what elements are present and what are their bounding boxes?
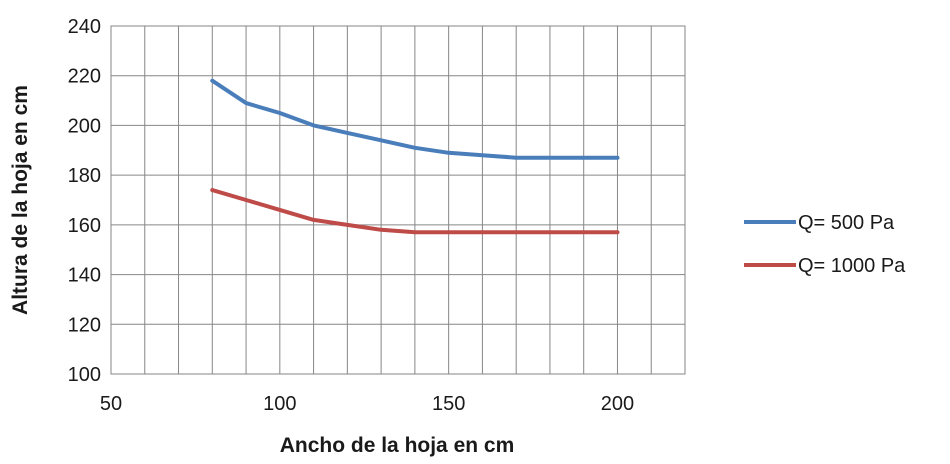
y-axis-title: Altura de la hoja en cm: [9, 85, 32, 315]
y-tick-label: 180: [68, 165, 101, 187]
legend-label-2: Q= 1000 Pa: [798, 255, 906, 277]
grid: [110, 25, 686, 375]
legend-label-1: Q= 500 Pa: [798, 212, 895, 234]
y-tick-label: 220: [68, 66, 101, 88]
series-line-2: [210, 188, 620, 235]
legend: Q= 500 Pa Q= 1000 Pa: [744, 212, 906, 277]
tick-labels: 100 120 140 160 180 200 220 240 50 100 150 200: [68, 16, 635, 415]
x-axis-title: Ancho de la hoja en cm: [280, 434, 515, 457]
y-tick-label: 100: [68, 364, 101, 386]
y-tick-label: 120: [68, 314, 101, 336]
x-tick-label: 50: [100, 393, 122, 415]
plot-area-border: [110, 25, 686, 375]
series-line-1: [210, 78, 620, 160]
x-tick-label: 200: [601, 393, 634, 415]
y-tick-label: 140: [68, 265, 101, 287]
series-lines: [210, 78, 620, 235]
y-tick-label: 200: [68, 115, 101, 137]
y-tick-label: 240: [68, 16, 101, 38]
y-tick-label: 160: [68, 215, 101, 237]
x-tick-label: 150: [432, 393, 465, 415]
x-tick-label: 100: [263, 393, 296, 415]
